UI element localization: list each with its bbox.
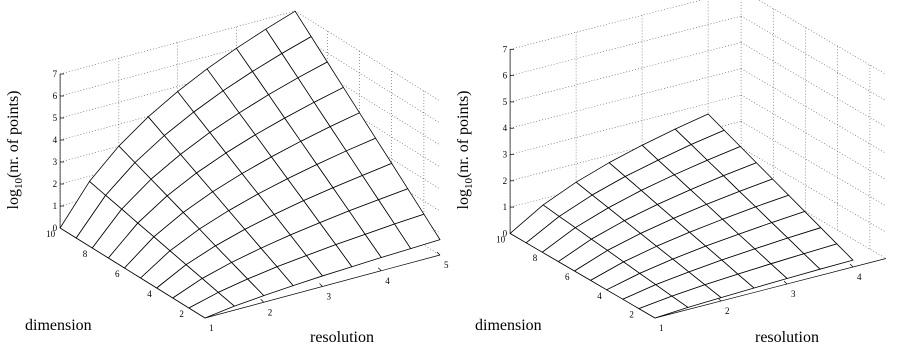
x-tick	[319, 283, 323, 287]
x-axis-label: resolution	[310, 329, 374, 346]
y-axis-label: dimension	[475, 317, 542, 334]
y-tick-label: 2	[179, 309, 184, 319]
x-tick-label: 4	[385, 276, 390, 286]
y-tick-label: 4	[147, 289, 152, 299]
z-label-rest: (nr. of points)	[455, 91, 472, 179]
z-tick-label: 1	[503, 202, 508, 212]
x-axis-label: resolution	[755, 329, 819, 346]
grid-line	[740, 94, 887, 180]
z-tick-label: 7	[503, 44, 508, 54]
x-tick	[849, 263, 854, 268]
grid-line	[510, 94, 742, 155]
z-tick-label: 7	[53, 69, 58, 79]
z-tick-label: 1	[53, 201, 58, 211]
z-axis-label: log10(nr. of points)	[5, 91, 25, 210]
grid-line	[740, 68, 887, 154]
x-tick-label: 2	[268, 307, 273, 317]
y-tick-label: 2	[629, 310, 634, 320]
z-label-base: log	[5, 189, 22, 209]
grid-line	[510, 15, 742, 76]
x-tick	[260, 299, 264, 303]
z-label-rest: (nr. of points)	[5, 91, 22, 179]
z-label-base: log	[455, 189, 472, 209]
grid-line	[510, 68, 742, 129]
x-tick-label: 5	[444, 260, 449, 270]
x-tick-label: 4	[857, 272, 862, 282]
x-tick-label: 3	[327, 292, 332, 302]
x-tick-label: 1	[209, 323, 214, 333]
x-tick	[378, 267, 382, 271]
y-tick-label: 10	[46, 229, 56, 239]
z-tick-label: 4	[503, 123, 508, 133]
z-tick-label: 6	[503, 71, 508, 81]
y-tick-label: 8	[533, 253, 538, 263]
z-tick-label: 4	[53, 135, 58, 145]
y-tick-label: 10	[496, 234, 506, 244]
y-axis-label: dimension	[25, 317, 92, 334]
grid-line	[740, 15, 887, 101]
x-tick	[436, 251, 441, 256]
surface-cell	[188, 292, 235, 319]
grid-line	[740, 42, 887, 128]
z-tick-label: 5	[503, 97, 508, 107]
z-tick-label: 0	[53, 223, 58, 233]
z-tick-label: 2	[503, 176, 508, 186]
z-tick-label: 3	[53, 157, 58, 167]
z-label-sub: 10	[13, 178, 25, 190]
y-tick-label: 6	[115, 269, 120, 279]
grid-line	[510, 42, 742, 103]
z-axis-label: log10(nr. of points)	[455, 91, 475, 210]
y-tick-label: 4	[597, 291, 602, 301]
z-label-sub: 10	[463, 178, 475, 190]
z-tick-label: 6	[53, 91, 58, 101]
x-tick-label: 3	[791, 289, 796, 299]
grid-line	[740, 147, 887, 233]
y-tick-label: 8	[83, 249, 88, 259]
z-tick-label: 5	[53, 113, 58, 123]
z-tick-label: 2	[53, 179, 58, 189]
surface-cell	[638, 295, 689, 319]
z-tick-label: 0	[503, 228, 508, 238]
y-tick-label: 6	[565, 272, 570, 282]
grid-line	[757, 0, 887, 75]
x-axis	[654, 258, 887, 319]
x-tick-label: 2	[725, 306, 730, 316]
x-tick-label: 1	[659, 323, 664, 333]
z-tick-label: 3	[503, 150, 508, 160]
grid-line	[510, 0, 703, 50]
grid-line	[740, 121, 887, 207]
x-tick	[783, 280, 788, 285]
